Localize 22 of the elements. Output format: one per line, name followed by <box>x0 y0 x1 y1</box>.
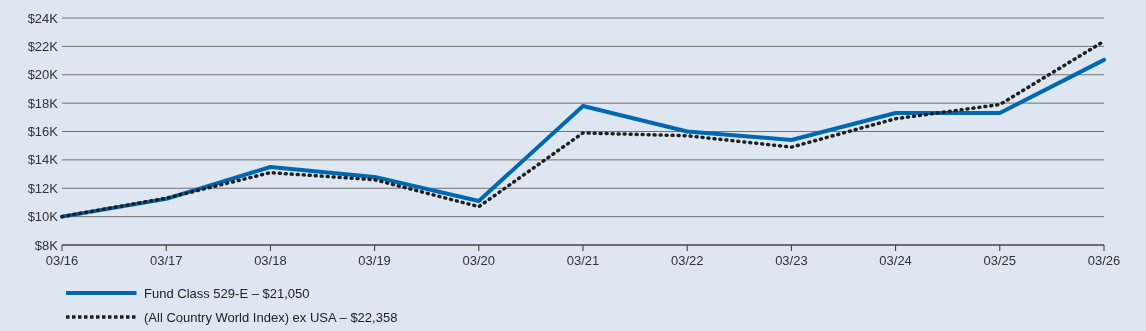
y-tick-label: $12K <box>27 180 59 196</box>
x-tick-label: 03/18 <box>254 253 287 268</box>
legend-label: (All Country World Index) ex USA – $22,358 <box>144 309 398 325</box>
x-tick-label: 03/22 <box>670 253 704 268</box>
y-tick-label: $22K <box>27 38 59 54</box>
y-tick-label: $24K <box>27 10 59 26</box>
legend-label: Fund Class 529-E – $21,050 <box>144 285 310 301</box>
y-tick-label: $18K <box>27 95 59 111</box>
x-tick-label: 03/16 <box>45 253 79 268</box>
x-tick-label: 03/26 <box>1087 253 1121 268</box>
x-tick-label: 03/21 <box>566 253 600 268</box>
y-tick-label: $14K <box>27 152 59 168</box>
x-tick-label: 03/23 <box>775 253 808 268</box>
x-tick-label: 03/19 <box>358 253 391 268</box>
y-tick-label: $10K <box>27 209 59 225</box>
x-tick-label: 03/20 <box>462 253 496 268</box>
x-tick-label: 03/17 <box>149 253 183 268</box>
x-tick-label: 03/24 <box>879 253 912 268</box>
y-tick-label: $20K <box>27 67 59 83</box>
x-tick-label: 03/25 <box>983 253 1017 268</box>
y-tick-label: $8K <box>34 237 59 253</box>
y-tick-label: $16K <box>27 124 59 140</box>
